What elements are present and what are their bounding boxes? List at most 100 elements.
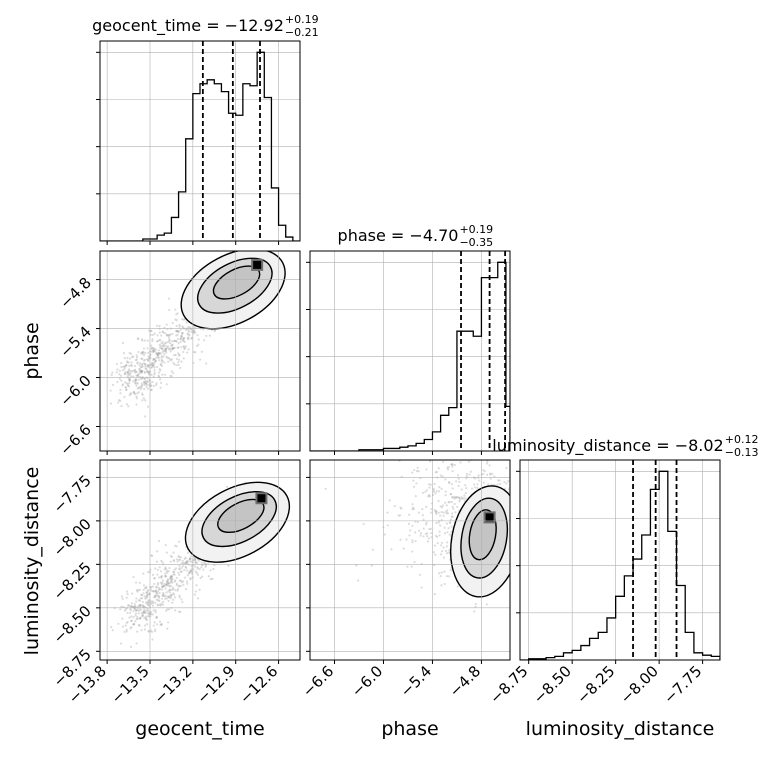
panel-title-phase: phase = −4.70 +0.19−0.35 xyxy=(338,223,494,249)
scatter-point xyxy=(537,464,539,466)
scatter-point xyxy=(173,353,176,357)
scatter-point xyxy=(175,334,178,337)
scatter-point xyxy=(554,557,556,559)
scatter-point xyxy=(154,359,157,362)
scatter-point xyxy=(155,340,159,343)
scatter-point xyxy=(144,381,148,385)
scatter-point xyxy=(158,343,161,347)
scatter-point xyxy=(167,569,170,573)
scatter-point xyxy=(180,570,183,573)
scatter-point xyxy=(199,576,202,580)
scatter-point xyxy=(170,359,173,362)
scatter-point xyxy=(139,387,142,391)
scatter-point xyxy=(155,589,158,592)
scatter-point xyxy=(180,333,184,336)
scatter-point xyxy=(152,609,155,612)
scatter-point xyxy=(482,472,485,476)
scatter-point xyxy=(143,377,147,380)
scatter-point xyxy=(143,628,147,631)
scatter-point xyxy=(127,405,130,408)
scatter-point xyxy=(133,603,136,606)
scatter-point xyxy=(138,362,142,365)
scatter-point xyxy=(198,588,201,591)
scatter-point xyxy=(443,532,447,535)
scatter-point xyxy=(429,483,432,486)
scatter-point xyxy=(437,467,440,470)
scatter-point xyxy=(163,584,166,588)
scatter-point xyxy=(547,550,549,552)
scatter-point xyxy=(162,593,165,596)
scatter-point xyxy=(125,364,128,367)
scatter-point xyxy=(145,591,148,594)
scatter-point xyxy=(136,373,139,376)
scatter-point xyxy=(140,597,144,600)
scatter-point xyxy=(151,364,154,367)
scatter-point xyxy=(197,559,200,562)
scatter-point xyxy=(474,602,478,606)
scatter-point xyxy=(140,593,143,596)
scatter-point xyxy=(165,584,168,587)
scatter-point xyxy=(439,524,442,527)
scatter-point xyxy=(159,381,163,384)
scatter-point xyxy=(135,597,138,600)
scatter-point xyxy=(187,572,191,575)
scatter-point xyxy=(463,494,466,497)
scatter-point xyxy=(168,341,172,345)
scatter-point xyxy=(143,362,146,365)
scatter-point xyxy=(138,367,141,370)
y-tick-label: −6.0 xyxy=(56,372,94,410)
scatter-point xyxy=(166,595,169,598)
scatter-point xyxy=(127,368,130,371)
scatter-point xyxy=(161,347,164,350)
scatter-point xyxy=(180,598,183,601)
scatter-point xyxy=(432,489,435,492)
scatter-point xyxy=(442,511,445,514)
scatter-point xyxy=(171,321,174,325)
scatter-point xyxy=(531,540,533,542)
scatter-point xyxy=(109,402,113,405)
scatter-point xyxy=(158,324,161,328)
hist-step-phase xyxy=(310,261,510,451)
scatter-point xyxy=(165,383,168,386)
scatter-point xyxy=(158,346,162,349)
scatter-point xyxy=(185,566,188,569)
scatter-point xyxy=(181,564,185,568)
scatter-point xyxy=(167,348,170,351)
scatter-point xyxy=(150,602,153,605)
scatter-point xyxy=(446,541,449,544)
scatter-point xyxy=(425,468,428,471)
scatter-point xyxy=(445,504,448,507)
scatter-point xyxy=(132,391,135,394)
scatter-point xyxy=(116,368,119,371)
scatter-point xyxy=(165,347,168,350)
scatter-point xyxy=(156,573,159,576)
scatter-point xyxy=(411,506,415,509)
scatter-point xyxy=(393,504,396,508)
scatter-point xyxy=(456,474,460,477)
scatter-point xyxy=(448,522,452,525)
scatter-point xyxy=(128,357,132,360)
scatter-point xyxy=(439,553,443,556)
scatter-point xyxy=(176,337,180,341)
scatter-point xyxy=(142,397,145,400)
scatter-point xyxy=(163,353,166,356)
hist-bar xyxy=(465,331,473,451)
scatter-point xyxy=(430,531,433,535)
scatter-point xyxy=(143,358,147,361)
scatter-point xyxy=(226,485,229,489)
scatter-point xyxy=(196,567,199,570)
scatter-point xyxy=(153,595,156,599)
hist-bar xyxy=(642,535,651,660)
scatter-point xyxy=(178,540,181,543)
scatter-point xyxy=(398,458,400,460)
scatter-point xyxy=(185,559,189,563)
scatter-point xyxy=(157,586,160,589)
scatter-point xyxy=(497,479,500,482)
scatter-point xyxy=(182,318,186,321)
scatter-point xyxy=(162,594,166,598)
scatter-point xyxy=(159,352,162,355)
scatter-point xyxy=(448,521,452,524)
scatter-point xyxy=(124,381,127,384)
scatter-point xyxy=(150,347,153,350)
scatter-point xyxy=(163,331,166,335)
